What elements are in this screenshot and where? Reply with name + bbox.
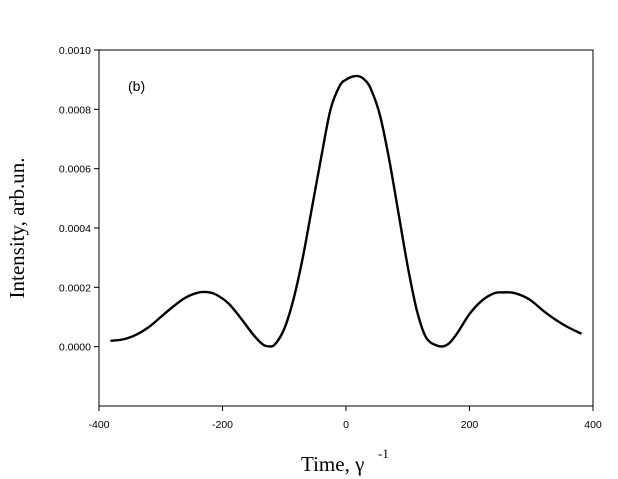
y-axis: 0.0000 0.0002 0.0004 0.0006 0.0008 0.0010 xyxy=(59,45,99,354)
y-tick-label: 0.0002 xyxy=(59,282,91,294)
y-tick-label: 0.0000 xyxy=(59,342,91,354)
y-axis-title: Intensity, arb.un. xyxy=(5,158,29,299)
x-tick-label: 200 xyxy=(461,419,479,431)
x-axis-title: Time, γ xyxy=(301,452,364,476)
x-axis-title-superscript: -1 xyxy=(378,446,389,461)
x-tick-label: -400 xyxy=(88,419,109,431)
y-tick-label: 0.0010 xyxy=(59,45,91,57)
y-tick-label: 0.0006 xyxy=(59,164,91,176)
panel-label: (b) xyxy=(128,78,145,94)
y-tick-label: 0.0008 xyxy=(59,104,91,116)
plot-frame xyxy=(98,49,594,407)
series-line xyxy=(110,74,582,348)
y-tick-label: 0.0004 xyxy=(59,223,91,235)
x-tick-label: 0 xyxy=(343,419,349,431)
x-tick-label: -200 xyxy=(212,419,233,431)
x-tick-label: 400 xyxy=(584,419,602,431)
x-axis: -400 -200 0 200 400 xyxy=(88,406,602,431)
x-axis-title-group: Time, γ -1 xyxy=(301,446,389,476)
